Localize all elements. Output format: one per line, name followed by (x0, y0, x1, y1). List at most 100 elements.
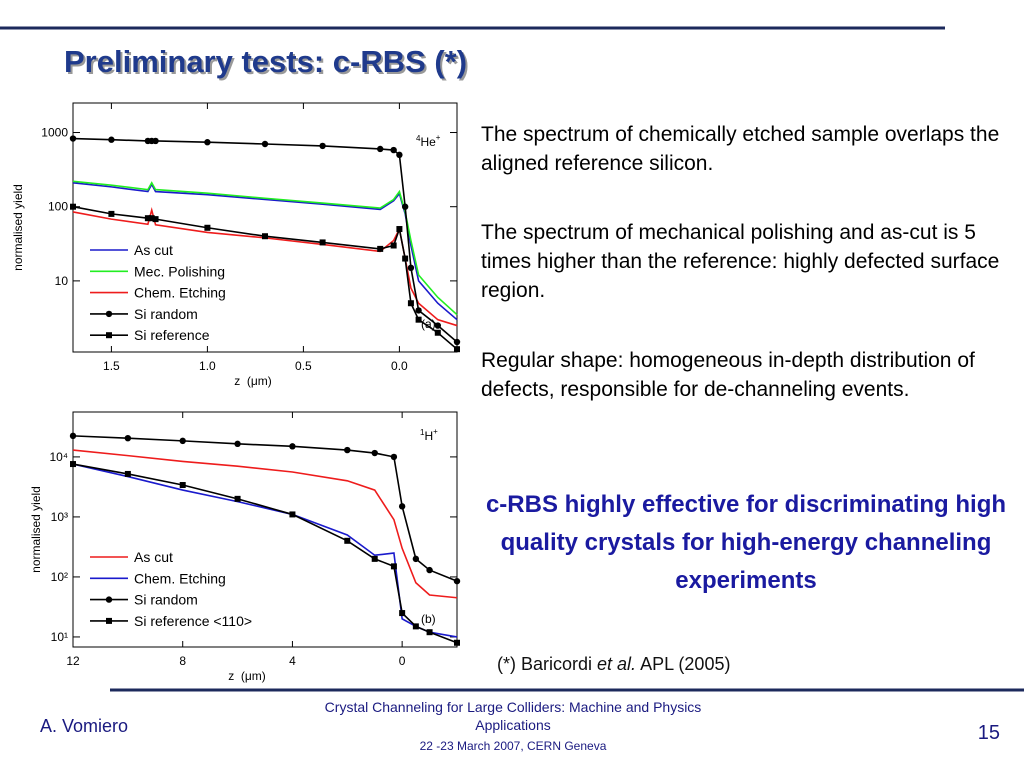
note: The spectrum of mechanical polishing and… (481, 221, 1000, 302)
marker (371, 555, 378, 562)
marker (415, 316, 422, 323)
marker (152, 137, 159, 145)
note: The spectrum of chemically etched sample… (481, 123, 1000, 175)
y-tick-label: 1000 (41, 126, 68, 140)
legend-marker (106, 332, 112, 339)
marker (234, 495, 241, 502)
x-axis-label: z (μm) (234, 374, 272, 388)
marker (453, 577, 461, 585)
marker (412, 623, 419, 630)
y-tick-label: 10¹ (51, 630, 68, 644)
marker (407, 264, 415, 272)
title: Preliminary tests: c-RBS (*) (64, 44, 467, 79)
legend-label: Chem. Etching (134, 285, 226, 301)
series-line (72, 137, 458, 343)
ion-mass: 4 (416, 134, 421, 143)
legend-label: Chem. Etching (134, 570, 226, 586)
marker (390, 563, 397, 570)
legend-label: Si reference (134, 327, 210, 343)
marker (398, 503, 406, 510)
author: A. Vomiero (40, 716, 129, 736)
marker (148, 215, 155, 222)
marker (319, 142, 326, 150)
ion-mass: 1 (420, 428, 425, 437)
marker (234, 440, 241, 448)
marker (401, 203, 409, 210)
marker (124, 434, 132, 442)
marker (377, 145, 384, 153)
y-axis-label: normalised yield (11, 184, 25, 271)
marker (152, 216, 159, 223)
ion-charge: + (433, 427, 438, 436)
x-tick-label: 4 (289, 654, 296, 668)
footer-date: 22 -23 March 2007, CERN Geneva (419, 739, 607, 753)
legend-label: Si random (134, 306, 198, 322)
marker (70, 203, 76, 210)
marker (144, 215, 151, 222)
reference: (*) Baricordi et al. APL (2005) (497, 654, 730, 675)
marker (454, 346, 460, 353)
marker (426, 629, 433, 636)
marker (399, 610, 406, 617)
marker (108, 136, 115, 143)
marker (415, 307, 422, 314)
marker (261, 140, 269, 148)
x-tick-label: 1.0 (199, 359, 216, 373)
y-tick-label: 10² (51, 570, 68, 584)
series-line (72, 449, 458, 599)
plot-frame (72, 102, 458, 353)
ref-text: (*) Baricordi (497, 654, 598, 674)
marker (108, 210, 115, 217)
marker (396, 226, 403, 233)
marker (407, 300, 414, 307)
marker (344, 537, 351, 544)
marker (412, 555, 420, 563)
marker (396, 151, 403, 159)
legend-label: As cut (134, 242, 173, 258)
y-tick-label: 10 (55, 274, 69, 288)
x-tick-label: 8 (179, 654, 186, 668)
title-shadow: Preliminary tests: c-RBS (*) (66, 46, 469, 81)
footer-title: Crystal Channeling for Large Colliders: … (324, 699, 702, 733)
x-tick-label: 1.5 (103, 359, 120, 373)
panel-label: (b) (421, 612, 436, 626)
ref-italic: et al. (597, 654, 637, 674)
ion-label: 1H+ (420, 427, 438, 443)
ref-text: APL (2005) (636, 654, 731, 674)
legend-marker (105, 596, 113, 603)
y-tick-label: 10³ (51, 510, 68, 524)
marker (319, 239, 326, 246)
marker (289, 443, 296, 450)
marker (70, 461, 76, 468)
marker (390, 453, 398, 461)
x-tick-label: 0 (399, 654, 406, 668)
conclusion: c-RBS highly effective for discriminatin… (485, 491, 1007, 594)
marker (289, 511, 296, 518)
marker (262, 233, 268, 240)
x-tick-label: 0.0 (391, 359, 408, 373)
legend-marker (105, 310, 113, 318)
marker (69, 432, 77, 440)
marker (204, 224, 211, 231)
x-axis-label: z (μm) (228, 669, 266, 683)
marker (179, 482, 186, 489)
marker (454, 639, 460, 646)
ion-label: 4He+ (416, 133, 441, 149)
marker (179, 437, 186, 445)
marker (434, 329, 441, 336)
marker (377, 245, 384, 252)
ion-name: H (424, 429, 433, 443)
marker (390, 242, 397, 249)
plot-frame (72, 411, 458, 648)
x-tick-label: 12 (66, 654, 80, 668)
marker (434, 322, 441, 329)
x-tick-label: 0.5 (295, 359, 312, 373)
marker (371, 449, 378, 457)
y-tick-label: 10⁴ (49, 450, 68, 464)
marker (344, 446, 351, 454)
marker (124, 470, 131, 477)
series-line (72, 182, 458, 321)
legend-marker (106, 617, 112, 624)
legend-label: As cut (134, 549, 173, 565)
